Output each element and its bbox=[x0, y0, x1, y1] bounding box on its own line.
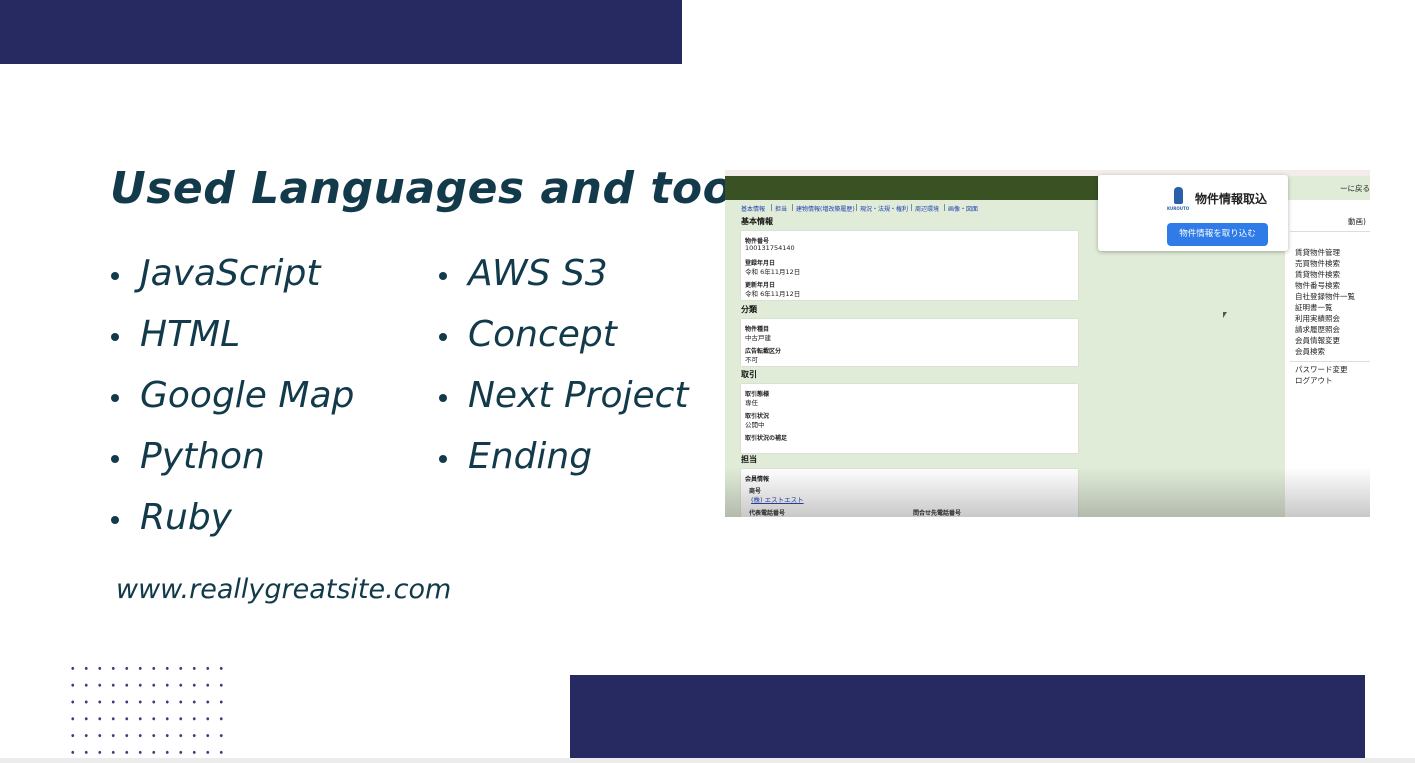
bullet bbox=[111, 272, 119, 280]
sidebar-link[interactable]: 自社登録物件一覧 bbox=[1295, 292, 1355, 301]
sidebar-link[interactable]: 賃貸物件検索 bbox=[1295, 270, 1340, 279]
field-label: 物件種目 bbox=[745, 326, 770, 333]
company-link[interactable]: (株) エストエスト bbox=[751, 494, 804, 504]
bullet bbox=[439, 333, 447, 341]
language-item: AWS S3 bbox=[468, 253, 608, 294]
nav-tab[interactable]: 現況・法規・権利 bbox=[860, 206, 909, 213]
field-value: 中古戸建 bbox=[745, 334, 771, 342]
bottom-bar bbox=[570, 675, 1365, 759]
logo-icon bbox=[1174, 187, 1183, 204]
language-item: Ruby bbox=[140, 497, 232, 538]
sidebar bbox=[1285, 200, 1370, 517]
field-value: 公開中 bbox=[745, 421, 765, 429]
field-label: 登録年月日 bbox=[745, 260, 776, 267]
import-button[interactable]: 物件情報を取り込む bbox=[1167, 223, 1268, 246]
sidebar-divider bbox=[1290, 231, 1370, 232]
sidebar-link[interactable]: 会員情報変更 bbox=[1295, 336, 1340, 345]
field-label: 取引態様 bbox=[745, 391, 770, 398]
section-heading: 取引 bbox=[741, 370, 757, 379]
nav-tab[interactable]: 基本情報 bbox=[741, 206, 766, 213]
section-box bbox=[741, 319, 1078, 366]
nav-tab[interactable]: 周辺環境 bbox=[915, 206, 940, 213]
field-label: 物件番号 bbox=[745, 238, 770, 245]
tab-separator bbox=[856, 204, 857, 211]
bullet bbox=[111, 516, 119, 524]
tab-separator bbox=[792, 204, 793, 211]
field-label: 更新年月日 bbox=[745, 282, 776, 289]
bullet bbox=[111, 333, 119, 341]
language-item: Next Project bbox=[468, 375, 689, 416]
field-value: 専任 bbox=[745, 399, 758, 407]
field-value: 令和 6年11月12日 bbox=[745, 290, 801, 298]
section-box bbox=[741, 231, 1078, 300]
screenshot: 基本情報 担当 建物情報(増改築履歴) 現況・法規・権利 周辺環境 画像・図面 基本情報 物件… bbox=[725, 170, 1370, 517]
sidebar-link[interactable]: 動画) bbox=[1348, 217, 1366, 226]
language-item: Concept bbox=[468, 314, 617, 355]
tab-separator bbox=[911, 204, 912, 211]
field-label: 広告転載区分 bbox=[745, 348, 782, 355]
dot-pattern bbox=[66, 660, 231, 755]
bullet bbox=[111, 455, 119, 463]
section-box bbox=[741, 384, 1078, 453]
tab-separator bbox=[771, 204, 772, 211]
tab-separator bbox=[944, 204, 945, 211]
sidebar-link[interactable]: 物件番号検索 bbox=[1295, 281, 1340, 290]
popup-title: 物件情報取込 bbox=[1195, 192, 1268, 206]
language-item: Python bbox=[140, 436, 265, 477]
cursor bbox=[1223, 312, 1227, 318]
language-item: JavaScript bbox=[140, 253, 321, 294]
sidebar-link[interactable]: 会員検索 bbox=[1295, 347, 1325, 356]
website: www.reallygreatsite.com bbox=[116, 574, 452, 605]
bottom-strip bbox=[0, 758, 1415, 763]
nav-tab[interactable]: 担当 bbox=[775, 206, 788, 213]
sidebar-link[interactable]: 売買物件検索 bbox=[1295, 259, 1340, 268]
bottom-fade bbox=[725, 467, 1370, 517]
section-heading: 担当 bbox=[741, 455, 757, 464]
field-label: 取引状況の補足 bbox=[745, 435, 788, 442]
logo-text: KUROUTO bbox=[1167, 206, 1190, 211]
field-label: 会員情報 bbox=[745, 474, 769, 483]
browser-edge bbox=[725, 170, 1370, 176]
field-value: 令和 6年11月12日 bbox=[745, 268, 801, 276]
section-box bbox=[741, 469, 1078, 517]
language-item: Ending bbox=[468, 436, 593, 477]
field-label: 代表電話番号 bbox=[749, 508, 785, 517]
field-value: 100131754140 bbox=[745, 244, 795, 252]
bullet bbox=[439, 455, 447, 463]
header-bar bbox=[725, 176, 1098, 200]
bullet bbox=[439, 272, 447, 280]
top-bar bbox=[0, 0, 682, 64]
sidebar-link[interactable]: 賃貸物件管理 bbox=[1295, 248, 1340, 257]
field-label: 問合せ先電話番号 bbox=[913, 508, 961, 517]
language-item: HTML bbox=[140, 314, 241, 355]
sidebar-link[interactable]: パスワード変更 bbox=[1295, 365, 1348, 374]
sidebar-link[interactable]: ーに戻る bbox=[1340, 184, 1370, 193]
nav-tab[interactable]: 画像・図面 bbox=[948, 206, 979, 213]
bullet bbox=[439, 394, 447, 402]
slide-title: Used Languages and tools bbox=[110, 163, 776, 214]
section-heading: 分類 bbox=[741, 305, 757, 314]
language-item: Google Map bbox=[140, 375, 355, 416]
sidebar-divider bbox=[1290, 361, 1370, 362]
sidebar-link[interactable]: 証明書一覧 bbox=[1295, 303, 1333, 312]
field-label: 取引状況 bbox=[745, 413, 770, 420]
bullet bbox=[111, 394, 119, 402]
field-value: 不可 bbox=[745, 356, 758, 364]
sidebar-link[interactable]: 請求履歴照会 bbox=[1295, 325, 1340, 334]
sidebar-link[interactable]: 利用実績照会 bbox=[1295, 314, 1340, 323]
sidebar-link[interactable]: ログアウト bbox=[1295, 376, 1333, 385]
field-label: 商号 bbox=[749, 486, 761, 495]
nav-tab[interactable]: 建物情報(増改築履歴) bbox=[796, 206, 855, 213]
section-heading: 基本情報 bbox=[741, 217, 773, 226]
